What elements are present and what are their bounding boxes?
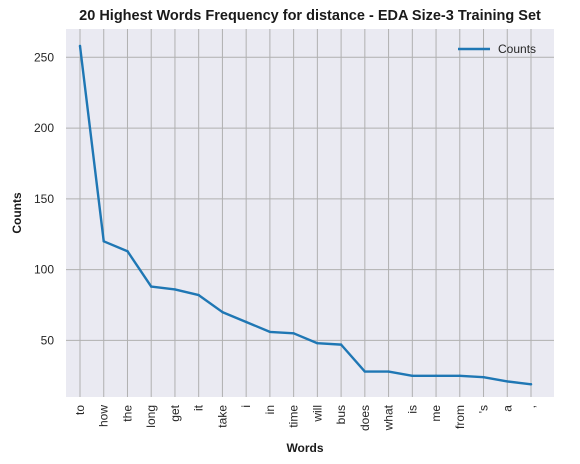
x-tick-label: in [263,405,277,414]
data-point [434,374,438,377]
x-tick-label: the [120,405,134,422]
data-point [150,285,153,288]
x-tick-label: is [405,405,419,414]
y-tick-label: 150 [34,192,54,206]
data-point [529,383,533,386]
x-tick-label: , [524,405,538,408]
x-axis-ticks: to how the long get it take i in time will bus does w… [73,404,538,431]
x-tick-label: how [97,405,111,427]
grid-lines [66,29,554,397]
y-tick-label: 250 [34,50,54,64]
y-tick-label: 50 [41,333,55,347]
data-point [506,380,509,383]
series-group [78,44,533,386]
data-point [221,310,224,314]
data-point [482,375,485,379]
data-point [244,320,248,324]
x-tick-label: to [73,405,87,415]
x-tick-label: long [144,405,158,428]
x-tick-label: i [239,405,253,408]
data-point [411,374,414,377]
data-point [102,240,105,243]
y-axis-label: Counts [10,192,24,234]
x-tick-label: a [500,405,514,412]
x-tick-label: 's [477,405,491,413]
x-tick-label: it [192,404,206,411]
legend: Counts [458,42,536,56]
data-point [339,343,343,346]
data-point [268,330,272,334]
x-tick-label: time [287,405,301,428]
x-tick-label: get [168,404,182,421]
x-axis-label: Words [286,441,323,455]
x-tick-label: does [358,405,372,431]
data-point [292,332,295,335]
plot-background [66,29,554,397]
x-tick-label: me [429,405,443,422]
data-point [458,374,461,377]
data-point [387,370,390,373]
x-tick-label: from [453,405,467,429]
x-tick-label: take [215,405,229,428]
chart-title: 20 Highest Words Frequency for distance … [79,8,541,24]
data-point [316,342,319,345]
series-line-counts [78,44,533,386]
data-point [197,293,200,297]
y-tick-label: 200 [34,121,54,135]
y-tick-label: 100 [34,263,54,277]
data-point [363,370,367,373]
legend-label-counts: Counts [498,42,536,56]
x-tick-label: bus [334,405,348,424]
y-axis-ticks: 50 100 150 200 250 [34,50,54,347]
data-point [126,250,129,253]
x-tick-label: will [310,405,324,423]
data-point [173,288,177,291]
x-tick-label: what [382,404,396,431]
data-point [78,44,82,48]
